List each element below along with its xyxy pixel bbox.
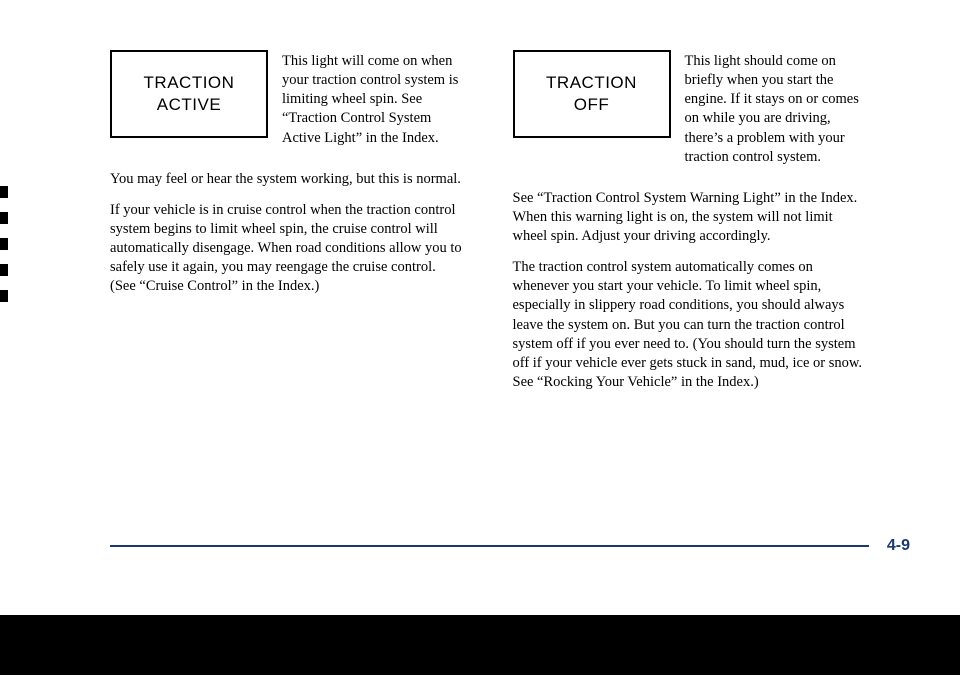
indicator-line2: ACTIVE [144, 94, 235, 116]
traction-off-block: TRACTION OFF This light should come on b… [513, 50, 866, 167]
left-para-2: If your vehicle is in cruise control whe… [110, 201, 463, 297]
page-content: TRACTION ACTIVE This light will come on … [0, 0, 960, 404]
horizontal-rule [110, 545, 869, 547]
binding-tick [0, 290, 8, 302]
traction-off-indicator: TRACTION OFF [513, 50, 671, 138]
indicator-text: TRACTION ACTIVE [144, 72, 235, 116]
right-para-2: The traction control system automaticall… [513, 258, 866, 392]
indicator-text: TRACTION OFF [546, 72, 637, 116]
right-column: TRACTION OFF This light should come on b… [513, 50, 866, 404]
bottom-black-band [0, 615, 960, 675]
binding-tick [0, 212, 8, 224]
traction-active-desc: This light will come on when your tracti… [282, 50, 463, 148]
binding-tick [0, 264, 8, 276]
left-para-1: You may feel or hear the system working,… [110, 170, 463, 189]
left-column: TRACTION ACTIVE This light will come on … [110, 50, 463, 404]
indicator-line1: TRACTION [144, 72, 235, 94]
binding-tick [0, 238, 8, 250]
right-para-1: See “Traction Control System Warning Lig… [513, 189, 866, 246]
traction-active-block: TRACTION ACTIVE This light will come on … [110, 50, 463, 148]
traction-active-indicator: TRACTION ACTIVE [110, 50, 268, 138]
binding-tick [0, 186, 8, 198]
page-number: 4-9 [869, 537, 910, 555]
indicator-line1: TRACTION [546, 72, 637, 94]
footer-rule: 4-9 [110, 537, 910, 555]
traction-off-desc: This light should come on briefly when y… [685, 50, 866, 167]
indicator-line2: OFF [546, 94, 637, 116]
